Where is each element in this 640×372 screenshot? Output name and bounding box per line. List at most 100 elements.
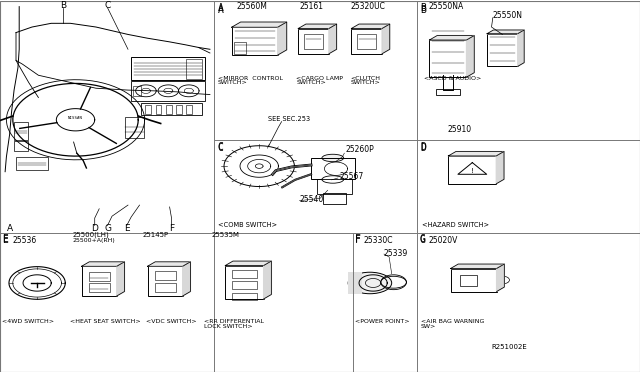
Text: 25161: 25161 <box>300 2 324 11</box>
Text: SWITCH>: SWITCH> <box>218 80 247 85</box>
Polygon shape <box>451 264 504 269</box>
Bar <box>89 272 110 281</box>
Text: LOCK SWITCH>: LOCK SWITCH> <box>204 324 252 329</box>
Text: <AIR BAG WARNING: <AIR BAG WARNING <box>421 319 484 324</box>
Bar <box>16 157 48 170</box>
Text: 25910: 25910 <box>448 125 472 134</box>
Text: F: F <box>355 235 361 245</box>
Text: 25567: 25567 <box>339 172 364 181</box>
Text: 25536: 25536 <box>13 236 37 245</box>
Bar <box>225 266 264 299</box>
Bar <box>82 266 116 296</box>
Bar <box>155 283 176 292</box>
Text: D: D <box>420 142 426 152</box>
Polygon shape <box>329 24 337 54</box>
Text: 25550N: 25550N <box>493 12 523 20</box>
Bar <box>89 283 110 292</box>
Polygon shape <box>351 24 390 29</box>
Text: C: C <box>218 142 223 152</box>
Text: B: B <box>420 5 426 15</box>
Bar <box>429 40 467 77</box>
Polygon shape <box>225 261 271 266</box>
Text: <4WD SWITCH>: <4WD SWITCH> <box>2 319 54 324</box>
Polygon shape <box>298 24 337 29</box>
Text: !: ! <box>471 168 474 174</box>
Text: 25535M: 25535M <box>211 232 239 238</box>
Text: 25339: 25339 <box>384 249 408 258</box>
Polygon shape <box>467 36 474 77</box>
Polygon shape <box>448 151 504 156</box>
Ellipse shape <box>322 176 344 183</box>
Bar <box>14 141 28 151</box>
Bar <box>156 105 161 114</box>
Bar <box>232 270 257 278</box>
Text: B: B <box>60 1 66 10</box>
Bar <box>141 103 202 115</box>
Text: SW>: SW> <box>421 324 436 329</box>
Text: D: D <box>92 224 98 232</box>
Text: <RR DIFFERENTIAL: <RR DIFFERENTIAL <box>204 319 264 324</box>
Bar <box>436 89 460 94</box>
Text: SWITCH>: SWITCH> <box>296 80 326 85</box>
Bar <box>186 105 192 114</box>
Ellipse shape <box>322 154 344 162</box>
Polygon shape <box>278 22 287 55</box>
Text: <CARGO LAMP: <CARGO LAMP <box>296 76 343 81</box>
Bar <box>323 193 346 203</box>
Text: R251002E: R251002E <box>492 344 527 350</box>
Bar <box>317 179 352 194</box>
Polygon shape <box>497 151 504 184</box>
Bar <box>125 117 144 138</box>
Bar <box>131 81 205 101</box>
Bar <box>487 34 518 66</box>
Text: 25500+A(RH): 25500+A(RH) <box>72 238 115 243</box>
Bar <box>232 27 278 55</box>
Text: SWITCH>: SWITCH> <box>351 80 380 85</box>
Text: 25560M: 25560M <box>237 2 268 11</box>
Bar <box>311 158 355 179</box>
Bar <box>232 282 257 289</box>
Text: <HAZARD SWITCH>: <HAZARD SWITCH> <box>422 222 490 228</box>
Polygon shape <box>82 262 124 266</box>
Text: 25020V: 25020V <box>429 236 458 245</box>
Bar <box>357 35 376 48</box>
Bar <box>166 105 172 114</box>
Polygon shape <box>116 262 124 296</box>
Text: <MIRROR  CONTROL: <MIRROR CONTROL <box>218 76 283 81</box>
Text: D: D <box>420 143 426 153</box>
Bar <box>304 35 323 48</box>
Text: A: A <box>218 5 223 15</box>
Text: E: E <box>2 235 8 245</box>
Text: <COMB SWITCH>: <COMB SWITCH> <box>218 222 276 228</box>
Text: E: E <box>124 224 129 232</box>
Polygon shape <box>429 36 474 40</box>
Text: F: F <box>169 224 174 232</box>
Text: 25550NA: 25550NA <box>429 2 464 11</box>
Ellipse shape <box>348 272 392 294</box>
Bar <box>460 275 477 286</box>
Text: SEE SEC.253: SEE SEC.253 <box>268 115 310 122</box>
Text: <POWER POINT>: <POWER POINT> <box>355 319 410 324</box>
Bar <box>451 269 497 292</box>
Text: G: G <box>419 234 425 244</box>
Text: 25320UC: 25320UC <box>351 2 385 11</box>
Bar <box>176 105 182 114</box>
Text: C: C <box>104 1 111 10</box>
Text: 25260P: 25260P <box>346 145 374 154</box>
Text: <CLUTCH: <CLUTCH <box>351 76 381 81</box>
Bar <box>131 57 205 80</box>
Text: NISSAN: NISSAN <box>68 116 83 119</box>
Bar <box>448 156 497 184</box>
Text: <HEAT SEAT SWITCH>: <HEAT SEAT SWITCH> <box>70 319 141 324</box>
Text: <VDC SWITCH>: <VDC SWITCH> <box>146 319 196 324</box>
Bar <box>14 122 28 140</box>
Text: F: F <box>355 234 361 244</box>
Text: E: E <box>2 234 8 244</box>
Polygon shape <box>232 22 287 27</box>
Text: A: A <box>218 3 223 13</box>
Polygon shape <box>518 30 524 66</box>
Bar <box>148 266 183 296</box>
Polygon shape <box>487 30 524 34</box>
Text: <ASCD & AUDIO>: <ASCD & AUDIO> <box>424 76 481 81</box>
Text: A: A <box>6 224 13 232</box>
